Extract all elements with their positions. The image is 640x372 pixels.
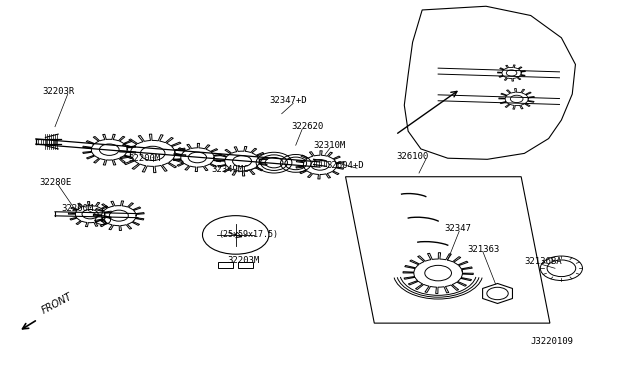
Text: FRONT: FRONT (40, 291, 74, 316)
Text: 32136BA: 32136BA (524, 257, 562, 266)
Text: R: R (100, 217, 106, 223)
Text: 32347+D: 32347+D (269, 96, 307, 105)
Text: 32310M: 32310M (314, 141, 346, 150)
Text: 32349MC: 32349MC (211, 165, 249, 174)
Text: 32280E: 32280E (39, 178, 71, 187)
Text: J3220109: J3220109 (531, 337, 573, 346)
Text: 32203R: 32203R (42, 87, 74, 96)
Text: 32203M: 32203M (227, 256, 260, 264)
Bar (218, 262, 233, 268)
Text: 32260M: 32260M (61, 204, 93, 213)
Text: 321363: 321363 (467, 244, 499, 253)
Text: 32200M: 32200M (129, 154, 161, 163)
Bar (237, 262, 253, 268)
Text: 32604+D: 32604+D (326, 161, 364, 170)
Text: (25x59x17.5): (25x59x17.5) (218, 230, 278, 239)
Text: 32347: 32347 (445, 224, 472, 233)
Text: 322620: 322620 (291, 122, 323, 131)
Text: 326100: 326100 (397, 152, 429, 161)
